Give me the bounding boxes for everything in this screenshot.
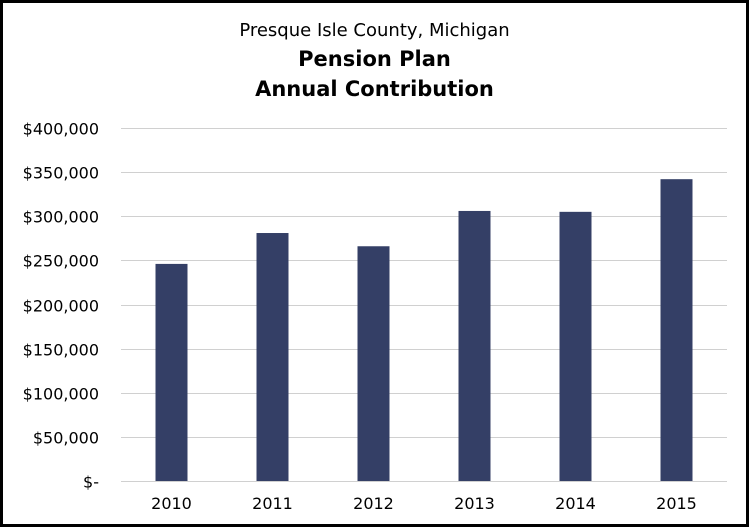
- x-tick-label: 2013: [454, 494, 495, 513]
- bar-2012: [357, 246, 390, 481]
- bar-2010: [155, 263, 188, 481]
- bar-2015: [660, 179, 693, 481]
- x-axis: 2010 2011 2012 2013 2014 2015: [151, 494, 697, 513]
- y-tick-label: $100,000: [23, 385, 99, 404]
- y-tick-label: $250,000: [23, 252, 99, 271]
- bar-2014: [559, 211, 592, 481]
- y-tick-label: $300,000: [23, 208, 99, 227]
- x-tick-label: 2012: [353, 494, 394, 513]
- y-axis: $- $50,000 $100,000 $150,000 $200,000 $250,00…: [23, 120, 99, 492]
- y-tick-label: $350,000: [23, 164, 99, 183]
- bar-2013: [458, 210, 491, 481]
- x-tick-label: 2015: [656, 494, 697, 513]
- gridlines: [121, 128, 727, 482]
- chart-titles: Presque Isle County, Michigan Pension Pl…: [3, 17, 746, 104]
- y-tick-label: $-: [83, 473, 99, 492]
- x-tick-label: 2010: [151, 494, 192, 513]
- bar-2011: [256, 233, 289, 481]
- chart-subtitle-2: Annual Contribution: [255, 77, 494, 101]
- chart-subtitle: Pension Plan: [298, 47, 451, 71]
- x-tick-label: 2011: [252, 494, 293, 513]
- chart-title: Presque Isle County, Michigan: [239, 20, 510, 41]
- x-tick-label: 2014: [555, 494, 596, 513]
- y-tick-label: $150,000: [23, 341, 99, 360]
- y-tick-label: $400,000: [23, 120, 99, 139]
- bar-chart: $- $50,000 $100,000 $150,000 $200,000 $250,00…: [23, 120, 727, 513]
- y-tick-label: $200,000: [23, 297, 99, 316]
- y-tick-label: $50,000: [33, 429, 99, 448]
- bars: [155, 179, 693, 481]
